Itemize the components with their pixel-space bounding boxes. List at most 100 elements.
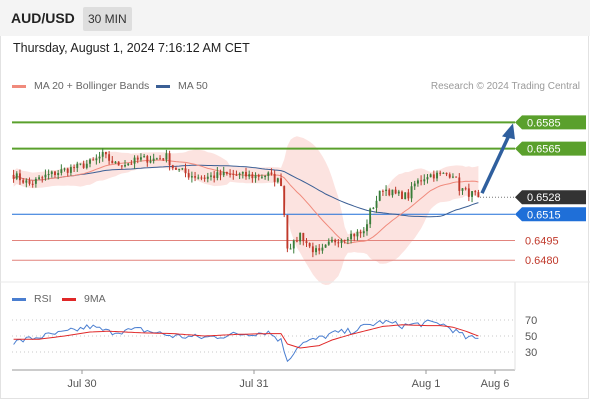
rsi-tick-label: 70 xyxy=(525,315,537,327)
candle-bearish xyxy=(73,167,76,169)
candle-bullish xyxy=(372,207,375,209)
candle-bearish xyxy=(213,175,216,179)
candle-bullish xyxy=(410,186,413,199)
candle-bullish xyxy=(436,172,438,179)
candle-bearish xyxy=(66,168,69,173)
candle-bearish xyxy=(162,158,165,160)
price-level-lines xyxy=(12,121,515,261)
forecast-arrow-shaft xyxy=(480,134,511,194)
candle-bearish xyxy=(283,186,286,216)
candle-bullish xyxy=(47,174,50,176)
candle-bearish xyxy=(28,180,31,184)
candle-bullish xyxy=(216,172,219,179)
legend-rsi-label: RSI xyxy=(34,293,52,305)
candle-bearish xyxy=(120,165,123,167)
candle-bullish xyxy=(38,177,41,179)
candle-bearish xyxy=(257,175,260,177)
candle-bullish xyxy=(127,163,130,165)
price-label-current: 0.6528 xyxy=(527,192,561,204)
legend-ma20-label: MA 20 + Bollinger Bands xyxy=(34,80,150,92)
candle-bullish xyxy=(76,163,79,169)
candle-bearish xyxy=(308,243,311,247)
candle-bullish xyxy=(264,175,267,177)
candle-bullish xyxy=(60,169,63,173)
candle-bullish xyxy=(442,172,445,174)
candle-bullish xyxy=(241,171,244,174)
candle-bullish xyxy=(25,180,28,183)
candle-bullish xyxy=(155,158,158,160)
timestamp: Thursday, August 1, 2024 7:16:12 AM CET xyxy=(13,41,250,55)
candle-bearish xyxy=(82,163,85,168)
candle-bearish xyxy=(270,172,273,174)
candle-bearish xyxy=(171,165,174,169)
candle-bullish xyxy=(471,191,473,197)
timeframe-button[interactable]: 30 MIN xyxy=(83,7,132,31)
rsi-tick-label: 50 xyxy=(525,331,537,343)
candle-bearish xyxy=(474,191,477,193)
candle-bullish xyxy=(114,161,117,164)
candle-bearish xyxy=(229,173,232,175)
candle-bullish xyxy=(461,188,464,191)
candle-bullish xyxy=(385,189,388,192)
candle-bullish xyxy=(89,159,91,164)
candle-bearish xyxy=(420,180,423,182)
rsi-line xyxy=(13,319,479,363)
candle-bullish xyxy=(292,240,295,249)
rsi-panel: 70 50 30 xyxy=(12,315,537,363)
rsi-swatch xyxy=(12,297,26,301)
candle-bullish xyxy=(340,239,343,244)
rsi-ma-line xyxy=(13,324,479,349)
legend-ma20: MA 20 + Bollinger Bands xyxy=(12,80,149,92)
candle-bullish xyxy=(149,160,152,163)
candle-bearish xyxy=(401,191,403,199)
candle-bullish xyxy=(299,232,302,242)
price-tag-pivot xyxy=(515,207,586,222)
candle-bearish xyxy=(445,172,448,175)
candle-bearish xyxy=(432,174,435,179)
candle-bearish xyxy=(117,161,120,166)
candle-bearish xyxy=(334,239,337,243)
candle-bearish xyxy=(295,240,298,242)
candle-bullish xyxy=(15,173,18,179)
candle-bullish xyxy=(85,163,88,168)
candle-bullish xyxy=(391,189,394,196)
candle-bullish xyxy=(79,163,82,165)
candle-bullish xyxy=(197,177,200,179)
candle-bearish xyxy=(305,241,308,244)
rsi-ma-swatch xyxy=(62,297,76,301)
candle-bullish xyxy=(315,248,317,253)
candle-bearish xyxy=(343,239,346,241)
candle-bullish xyxy=(165,153,168,160)
candle-bullish xyxy=(210,175,212,177)
candle-bearish xyxy=(19,173,21,181)
candle-bearish xyxy=(251,174,254,179)
candle-bearish xyxy=(219,172,222,176)
time-tick-label: Aug 6 xyxy=(481,378,510,390)
time-tick-label: Jul 31 xyxy=(239,378,268,390)
candle-bullish xyxy=(350,233,353,240)
bollinger-bands xyxy=(13,136,479,285)
candle-bearish xyxy=(232,173,235,175)
candle-bullish xyxy=(222,172,225,176)
research-credit: Research © 2024 Trading Central xyxy=(430,81,580,92)
candle-bullish xyxy=(260,176,263,178)
candle-bearish xyxy=(187,173,190,178)
candle-bearish xyxy=(455,176,458,178)
ma50-swatch xyxy=(156,84,170,88)
candle-bullish xyxy=(50,171,53,175)
candle-bearish xyxy=(130,163,133,165)
price-tag-resistance xyxy=(515,115,586,130)
candle-bearish xyxy=(111,160,114,164)
candle-bullish xyxy=(34,178,37,184)
candle-bearish xyxy=(108,154,111,161)
candlesticks xyxy=(12,148,480,258)
ma20-swatch xyxy=(12,84,26,88)
price-level-labels: 0.6585 0.6565 0.6528 0.6515 0.6495 0.6480 xyxy=(515,115,586,267)
price-tag-resistance xyxy=(515,141,586,156)
candle-bullish xyxy=(101,151,104,157)
candle-bullish xyxy=(429,174,432,178)
candle-bullish xyxy=(451,176,454,178)
price-label-resistance: 0.6585 xyxy=(527,117,561,129)
candle-bearish xyxy=(203,177,206,179)
candle-bearish xyxy=(448,174,451,178)
